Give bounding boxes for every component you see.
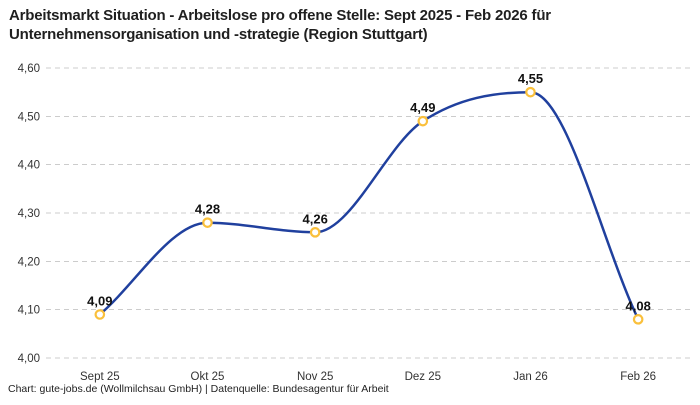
y-tick-label: 4,00 bbox=[18, 353, 40, 365]
data-point-marker bbox=[632, 314, 644, 325]
data-point-label: 4,09 bbox=[87, 294, 112, 309]
y-tick-label: 4,30 bbox=[18, 208, 40, 220]
y-tick-label: 4,40 bbox=[18, 160, 40, 172]
y-tick-label: 4,50 bbox=[18, 111, 40, 123]
data-point-label: 4,26 bbox=[303, 211, 328, 226]
chart-credit: Chart: gute-jobs.de (Wollmilchsau GmbH) … bbox=[8, 383, 389, 395]
x-tick-label: Okt 25 bbox=[191, 371, 225, 383]
chart-title-line-1: Arbeitsmarkt Situation - Arbeitslose pro… bbox=[9, 7, 551, 24]
x-tick-label: Sept 25 bbox=[80, 371, 120, 383]
data-point-label: 4,49 bbox=[410, 100, 435, 115]
data-point-marker bbox=[94, 309, 106, 320]
data-point-label: 4,28 bbox=[195, 202, 220, 217]
data-point-marker bbox=[417, 115, 429, 127]
data-point-label: 4,55 bbox=[518, 71, 543, 86]
x-tick-label: Dez 25 bbox=[405, 371, 441, 383]
y-tick-label: 4,60 bbox=[18, 63, 40, 75]
y-tick-label: 4,20 bbox=[18, 256, 40, 268]
y-tick-label: 4,10 bbox=[18, 305, 40, 317]
series-line bbox=[98, 90, 640, 321]
data-point-marker bbox=[525, 86, 536, 98]
x-tick-label: Jan 26 bbox=[513, 371, 548, 383]
x-tick-label: Nov 25 bbox=[297, 371, 333, 383]
data-point-marker bbox=[202, 217, 213, 228]
chart-title: Arbeitsmarkt Situation - Arbeitslose pro… bbox=[9, 6, 680, 44]
x-tick-label: Feb 26 bbox=[620, 371, 656, 383]
data-point-label: 4,08 bbox=[626, 298, 651, 313]
data-point-marker bbox=[309, 227, 321, 238]
chart-title-line-2: Unternehmensorganisation und -strategie … bbox=[9, 26, 428, 43]
